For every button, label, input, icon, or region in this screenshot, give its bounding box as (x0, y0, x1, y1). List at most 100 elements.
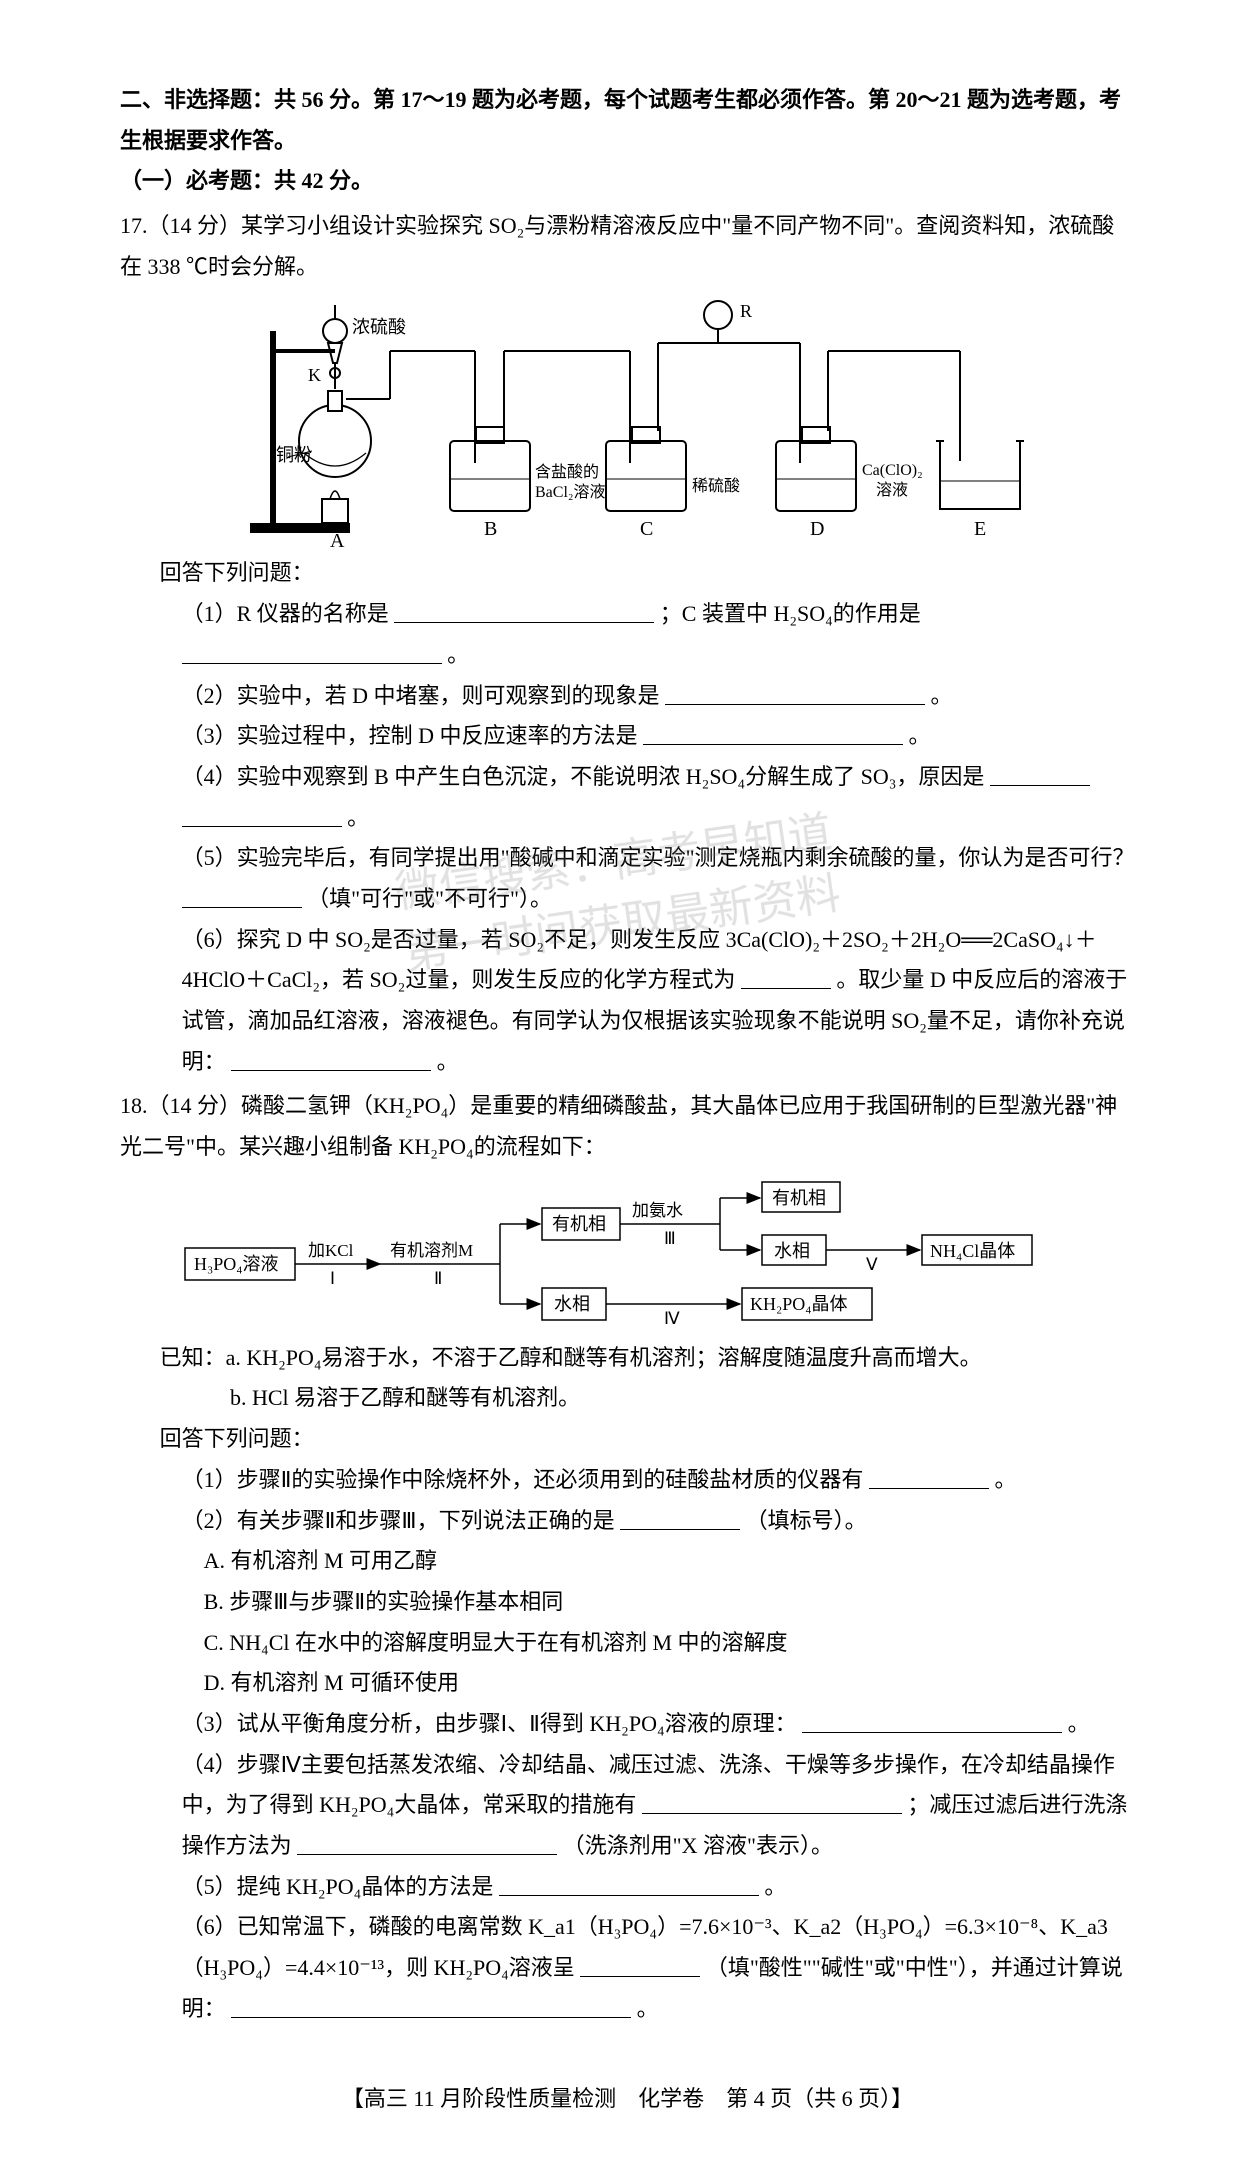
blank (869, 1462, 989, 1488)
q17-answer-head: 回答下列问题： (160, 553, 1135, 594)
question-17: 17.（14 分）某学习小组设计实验探究 SO₂与漂粉精溶液反应中"量不同产物不… (120, 206, 1135, 1082)
q17-number: 17. (120, 213, 148, 238)
svg-text:Ⅳ: Ⅳ (664, 1309, 680, 1328)
q18-known-a: 已知：a. KH₂PO₄易溶于水，不溶于乙醇和醚等有机溶剂；溶解度随温度升高而增… (160, 1338, 1135, 1379)
q18-known-b: b. HCl 易溶于乙醇和醚等有机溶剂。 (160, 1378, 1135, 1419)
svg-text:BaCl₂溶液: BaCl₂溶液 (535, 483, 605, 501)
q17-points: （14 分） (148, 213, 242, 238)
q17-p4b: 。 (347, 805, 369, 830)
blank (182, 882, 302, 908)
svg-text:C: C (640, 518, 653, 540)
svg-text:水相: 水相 (554, 1294, 590, 1314)
q18-p6c: 。 (637, 1996, 659, 2021)
blank (580, 1951, 700, 1977)
svg-text:加氨水: 加氨水 (632, 1201, 683, 1220)
svg-text:稀硫酸: 稀硫酸 (692, 477, 740, 495)
svg-text:NH₄Cl晶体: NH₄Cl晶体 (930, 1241, 1015, 1261)
svg-text:Ⅴ: Ⅴ (866, 1255, 878, 1274)
q18-optC: C. NH₄Cl 在水中的溶解度明显大于在有机溶剂 M 中的溶解度 (204, 1623, 1135, 1664)
svg-text:B: B (484, 518, 497, 540)
q17-p3b: 。 (908, 723, 930, 748)
q18-sub2: （2）有关步骤Ⅱ和步骤Ⅲ，下列说法正确的是 （填标号）。 (160, 1501, 1135, 1542)
q18-p5b: 。 (764, 1874, 786, 1899)
section-2-title: 二、非选择题：共 56 分。第 17～19 题为必考题，每个试题考生都必须作答。… (120, 80, 1135, 161)
q17-p5b: （填"可行"或"不可行"）。 (307, 886, 552, 911)
svg-text:H₃PO₄溶液: H₃PO₄溶液 (194, 1254, 279, 1274)
q17-p1b: ；C 装置中 H₂SO₄的作用是 (660, 601, 921, 626)
q18-p4c: （洗涤剂用"X 溶液"表示）。 (563, 1833, 833, 1858)
svg-text:A: A (330, 530, 345, 551)
blank (643, 719, 903, 745)
q17-sub4-line2: 。 (160, 798, 1135, 839)
q18-stem: 磷酸二氢钾（KH₂PO₄）是重要的精细磷酸盐，其大晶体已应用于我国研制的巨型激光… (120, 1093, 1117, 1159)
q17-p4a: （4）实验中观察到 B 中产生白色沉淀，不能说明浓 H₂SO₄分解生成了 SO₃… (182, 764, 985, 789)
svg-text:有机相: 有机相 (552, 1214, 606, 1234)
q18-optA: A. 有机溶剂 M 可用乙醇 (204, 1541, 1135, 1582)
svg-text:R: R (740, 301, 752, 321)
blank (499, 1869, 759, 1895)
q18-flow-diagram: H₃PO₄溶液 加KCl Ⅰ 有机溶剂M Ⅱ 有机相 水相 加氨水 Ⅲ 有机相 … (180, 1180, 1080, 1330)
svg-text:Ca(ClO)₂: Ca(ClO)₂ (862, 462, 923, 479)
blank (990, 759, 1090, 785)
svg-text:Ⅱ: Ⅱ (434, 1269, 442, 1288)
q18-sub3: （3）试从平衡角度分析，由步骤Ⅰ、Ⅱ得到 KH₂PO₄溶液的原理： 。 (160, 1704, 1135, 1745)
svg-text:Ⅰ: Ⅰ (330, 1269, 335, 1288)
svg-text:KH₂PO₄晶体: KH₂PO₄晶体 (750, 1294, 848, 1314)
svg-text:有机溶剂M: 有机溶剂M (390, 1241, 473, 1260)
q18-answer-head: 回答下列问题： (160, 1419, 1135, 1460)
q18-number: 18. (120, 1093, 148, 1118)
svg-text:有机相: 有机相 (772, 1188, 826, 1208)
q18-points: （14 分） (148, 1093, 242, 1118)
q18-p3b: 。 (1068, 1711, 1090, 1736)
q17-p2a: （2）实验中，若 D 中堵塞，则可观察到的现象是 (182, 683, 660, 708)
svg-text:K: K (308, 365, 321, 385)
q18-sub4: （4）步骤Ⅳ主要包括蒸发浓缩、冷却结晶、减压过滤、洗涤、干燥等多步操作，在冷却结… (160, 1745, 1135, 1867)
svg-text:含盐酸的: 含盐酸的 (535, 463, 599, 481)
blank (182, 637, 442, 663)
q18-p1b: 。 (994, 1467, 1016, 1492)
q18-p1a: （1）步骤Ⅱ的实验操作中除烧杯外，还必须用到的硅酸盐材质的仪器有 (182, 1467, 864, 1492)
q17-sub6: （6）探究 D 中 SO₂是否过量，若 SO₂不足，则发生反应 3Ca(ClO)… (160, 920, 1135, 1083)
svg-text:水相: 水相 (774, 1241, 810, 1261)
q17-sub5: （5）实验完毕后，有同学提出用"酸碱中和滴定实验"测定烧瓶内剩余硫酸的量，你认为… (160, 838, 1135, 919)
svg-text:E: E (974, 518, 986, 540)
blank (741, 963, 831, 989)
q17-sub3: （3）实验过程中，控制 D 中反应速率的方法是 。 (160, 716, 1135, 757)
q17-p3a: （3）实验过程中，控制 D 中反应速率的方法是 (182, 723, 638, 748)
q18-options: A. 有机溶剂 M 可用乙醇 B. 步骤Ⅲ与步骤Ⅱ的实验操作基本相同 C. NH… (160, 1541, 1135, 1704)
q18-optD: D. 有机溶剂 M 可循环使用 (204, 1663, 1135, 1704)
q18-sub5: （5）提纯 KH₂PO₄晶体的方法是 。 (160, 1867, 1135, 1908)
question-18: 18.（14 分）磷酸二氢钾（KH₂PO₄）是重要的精细磷酸盐，其大晶体已应用于… (120, 1086, 1135, 2029)
blank (642, 1788, 902, 1814)
q18-p2a: （2）有关步骤Ⅱ和步骤Ⅲ，下列说法正确的是 (182, 1508, 615, 1533)
q18-p5a: （5）提纯 KH₂PO₄晶体的方法是 (182, 1874, 494, 1899)
q17-sub2: （2）实验中，若 D 中堵塞，则可观察到的现象是 。 (160, 676, 1135, 717)
q17-apparatus-diagram: 浓硫酸 K 铜粉 含盐酸的 BaCl₂溶液 R (240, 291, 1070, 551)
q17-p1a: （1）R 仪器的名称是 (182, 601, 389, 626)
q18-optB: B. 步骤Ⅲ与步骤Ⅱ的实验操作基本相同 (204, 1582, 1135, 1623)
svg-text:D: D (810, 518, 824, 540)
q17-p6c: 。 (437, 1049, 459, 1074)
q17-sub1: （1）R 仪器的名称是 ；C 装置中 H₂SO₄的作用是 。 (160, 594, 1135, 675)
svg-text:加KCl: 加KCl (308, 1241, 354, 1260)
q18-sub6: （6）已知常温下，磷酸的电离常数 K_a1（H₃PO₄）=7.6×10⁻³、K_… (160, 1907, 1135, 2029)
required-title: （一）必考题：共 42 分。 (120, 161, 1135, 202)
q17-p5a: （5）实验完毕后，有同学提出用"酸碱中和滴定实验"测定烧瓶内剩余硫酸的量，你认为… (182, 845, 1135, 870)
q17-p1c: 。 (447, 642, 469, 667)
page-footer: 【高三 11 月阶段性质量检测 化学卷 第 4 页（共 6 页）】 (120, 2079, 1135, 2120)
blank (231, 1991, 631, 2017)
blank (802, 1707, 1062, 1733)
blank (665, 678, 925, 704)
q17-p2b: 。 (930, 683, 952, 708)
blank (182, 800, 342, 826)
q17-stem: 某学习小组设计实验探究 SO₂与漂粉精溶液反应中"量不同产物不同"。查阅资料知，… (120, 213, 1114, 279)
blank (297, 1829, 557, 1855)
q18-p3a: （3）试从平衡角度分析，由步骤Ⅰ、Ⅱ得到 KH₂PO₄溶液的原理： (182, 1711, 797, 1736)
q17-sub4: （4）实验中观察到 B 中产生白色沉淀，不能说明浓 H₂SO₄分解生成了 SO₃… (160, 757, 1135, 798)
q18-p2b: （填标号）。 (746, 1508, 867, 1533)
svg-text:溶液: 溶液 (876, 481, 908, 499)
svg-text:浓硫酸: 浓硫酸 (352, 317, 406, 337)
svg-text:Ⅲ: Ⅲ (664, 1229, 676, 1248)
q18-sub1: （1）步骤Ⅱ的实验操作中除烧杯外，还必须用到的硅酸盐材质的仪器有 。 (160, 1460, 1135, 1501)
blank (231, 1044, 431, 1070)
